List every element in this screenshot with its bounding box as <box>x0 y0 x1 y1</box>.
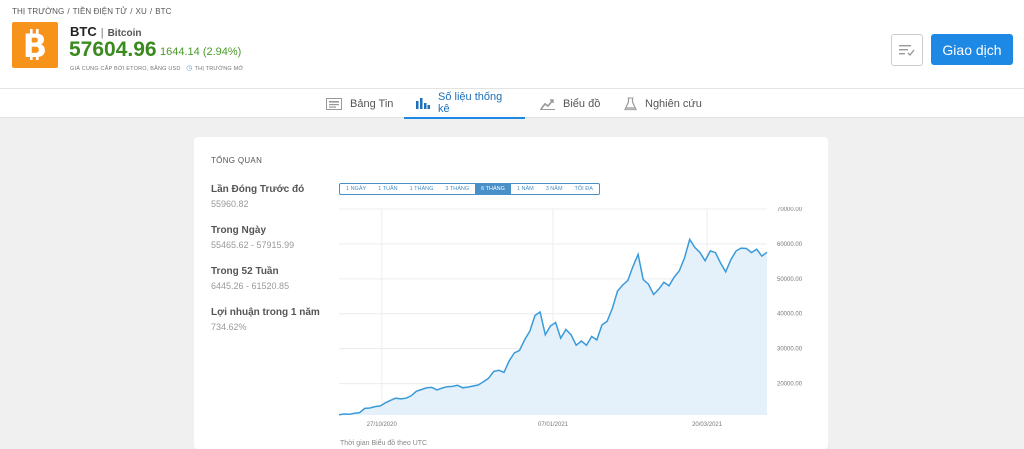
research-icon <box>624 97 637 111</box>
stat-value-52w-range: 6445.26 - 61520.85 <box>211 281 290 291</box>
range-1w[interactable]: 1 TUẦN <box>378 186 398 192</box>
tab-chart-label: Biểu đồ <box>563 98 601 110</box>
bitcoin-icon: B <box>12 22 58 68</box>
y-tick-label: 70000.00 <box>777 207 803 213</box>
breadcrumb-markets[interactable]: THỊ TRƯỜNG <box>12 7 65 16</box>
stat-value-prev-close: 55960.82 <box>211 199 249 209</box>
market-status-text: THỊ TRƯỜNG MỞ <box>194 66 244 72</box>
x-tick-label: 20/03/2021 <box>692 422 723 428</box>
news-icon <box>326 98 342 110</box>
breadcrumb-crypto[interactable]: TIỀN ĐIỆN TỬ <box>72 7 128 16</box>
provider-text: GIÁ CUNG CẤP BỞI ETORO, BẰNG USD <box>70 66 181 72</box>
y-tick-label: 60000.00 <box>777 242 803 248</box>
chart-icon <box>540 98 555 110</box>
ticker-separator: | <box>100 27 104 39</box>
y-tick-label: 50000.00 <box>777 277 803 283</box>
range-1y[interactable]: 1 NĂM <box>516 186 534 192</box>
y-tick-label: 20000.00 <box>777 382 803 388</box>
breadcrumb-separator: / <box>67 7 70 16</box>
breadcrumb-coins[interactable]: XU <box>135 7 147 16</box>
market-status: ◷ THỊ TRƯỜNG MỞ <box>186 65 244 72</box>
overview-card: TỔNG QUAN Lần Đóng Trước đó 55960.82 Tro… <box>194 137 828 449</box>
tab-chart[interactable]: Biểu đồ <box>540 89 600 119</box>
watchlist-button[interactable] <box>891 34 923 66</box>
tab-research-label: Nghiên cứu <box>645 98 702 110</box>
stat-label-day-range: Trong Ngày <box>211 225 267 236</box>
stats-icon <box>416 97 430 109</box>
x-tick-label: 07/01/2021 <box>538 422 569 428</box>
tab-news[interactable]: Bảng Tin <box>326 89 393 119</box>
range-3y[interactable]: 3 NĂM <box>545 186 563 192</box>
utc-note: Thời gian Biểu đồ theo UTC <box>340 440 428 447</box>
ticker-symbol: BTC <box>70 24 97 39</box>
range-1d[interactable]: 1 NGÀY <box>346 186 367 192</box>
tab-statistics-label: Số liệu thống kê <box>438 91 503 115</box>
watchlist-icon <box>899 45 915 57</box>
stat-value-1y-return: 734.62% <box>211 322 247 332</box>
breadcrumb-separator: / <box>130 7 133 16</box>
range-1m[interactable]: 1 THÁNG <box>409 186 434 192</box>
price-chart[interactable]: 70000.00 60000.00 50000.00 40000.00 30000.00… <box>339 207 809 437</box>
svg-text:B: B <box>23 28 47 62</box>
range-max[interactable]: TỐI ĐA <box>574 186 593 192</box>
ticker-row: BTC | Bitcoin <box>70 24 141 39</box>
trade-button[interactable]: Giao dịch <box>931 34 1013 65</box>
stat-label-1y-return: Lợi nhuận trong 1 năm <box>211 307 320 318</box>
y-tick-label: 30000.00 <box>777 347 803 353</box>
x-tick-label: 27/10/2020 <box>367 422 398 428</box>
breadcrumb-current: BTC <box>155 7 172 16</box>
tab-news-label: Bảng Tin <box>350 98 394 110</box>
stat-label-52w-range: Trong 52 Tuần <box>211 266 279 277</box>
current-price: 57604.96 <box>69 38 157 61</box>
tab-research[interactable]: Nghiên cứu <box>624 89 702 119</box>
breadcrumb: THỊ TRƯỜNG / TIỀN ĐIỆN TỬ / XU / BTC <box>12 7 175 16</box>
tab-bar: Bảng Tin Số liệu thống kê Biểu đồ Nghiên… <box>0 88 1024 119</box>
coin-name: Bitcoin <box>107 28 142 39</box>
range-6m[interactable]: 6 THÁNG <box>475 184 511 194</box>
header-bar: THỊ TRƯỜNG / TIỀN ĐIỆN TỬ / XU / BTC B BTC | Bit… <box>0 0 1024 88</box>
range-selector: 1 NGÀY 1 TUẦN 1 THÁNG 3 THÁNG 6 THÁNG 1 … <box>339 183 600 195</box>
price-change: 1644.14 (2.94%) <box>160 46 242 58</box>
range-3m[interactable]: 3 THÁNG <box>445 186 470 192</box>
breadcrumb-separator: / <box>149 7 153 16</box>
price-line <box>339 237 768 416</box>
overview-title: TỔNG QUAN <box>211 156 263 165</box>
price-provider: GIÁ CUNG CẤP BỞI ETORO, BẰNG USD ◷ THỊ TR… <box>70 64 243 72</box>
price-area <box>339 239 767 415</box>
y-tick-label: 40000.00 <box>777 312 803 318</box>
stat-label-prev-close: Lần Đóng Trước đó <box>211 184 305 195</box>
stat-value-day-range: 55465.62 - 57915.99 <box>211 240 295 250</box>
clock-icon: ◷ <box>186 65 193 72</box>
tab-statistics[interactable]: Số liệu thống kê <box>404 89 525 119</box>
